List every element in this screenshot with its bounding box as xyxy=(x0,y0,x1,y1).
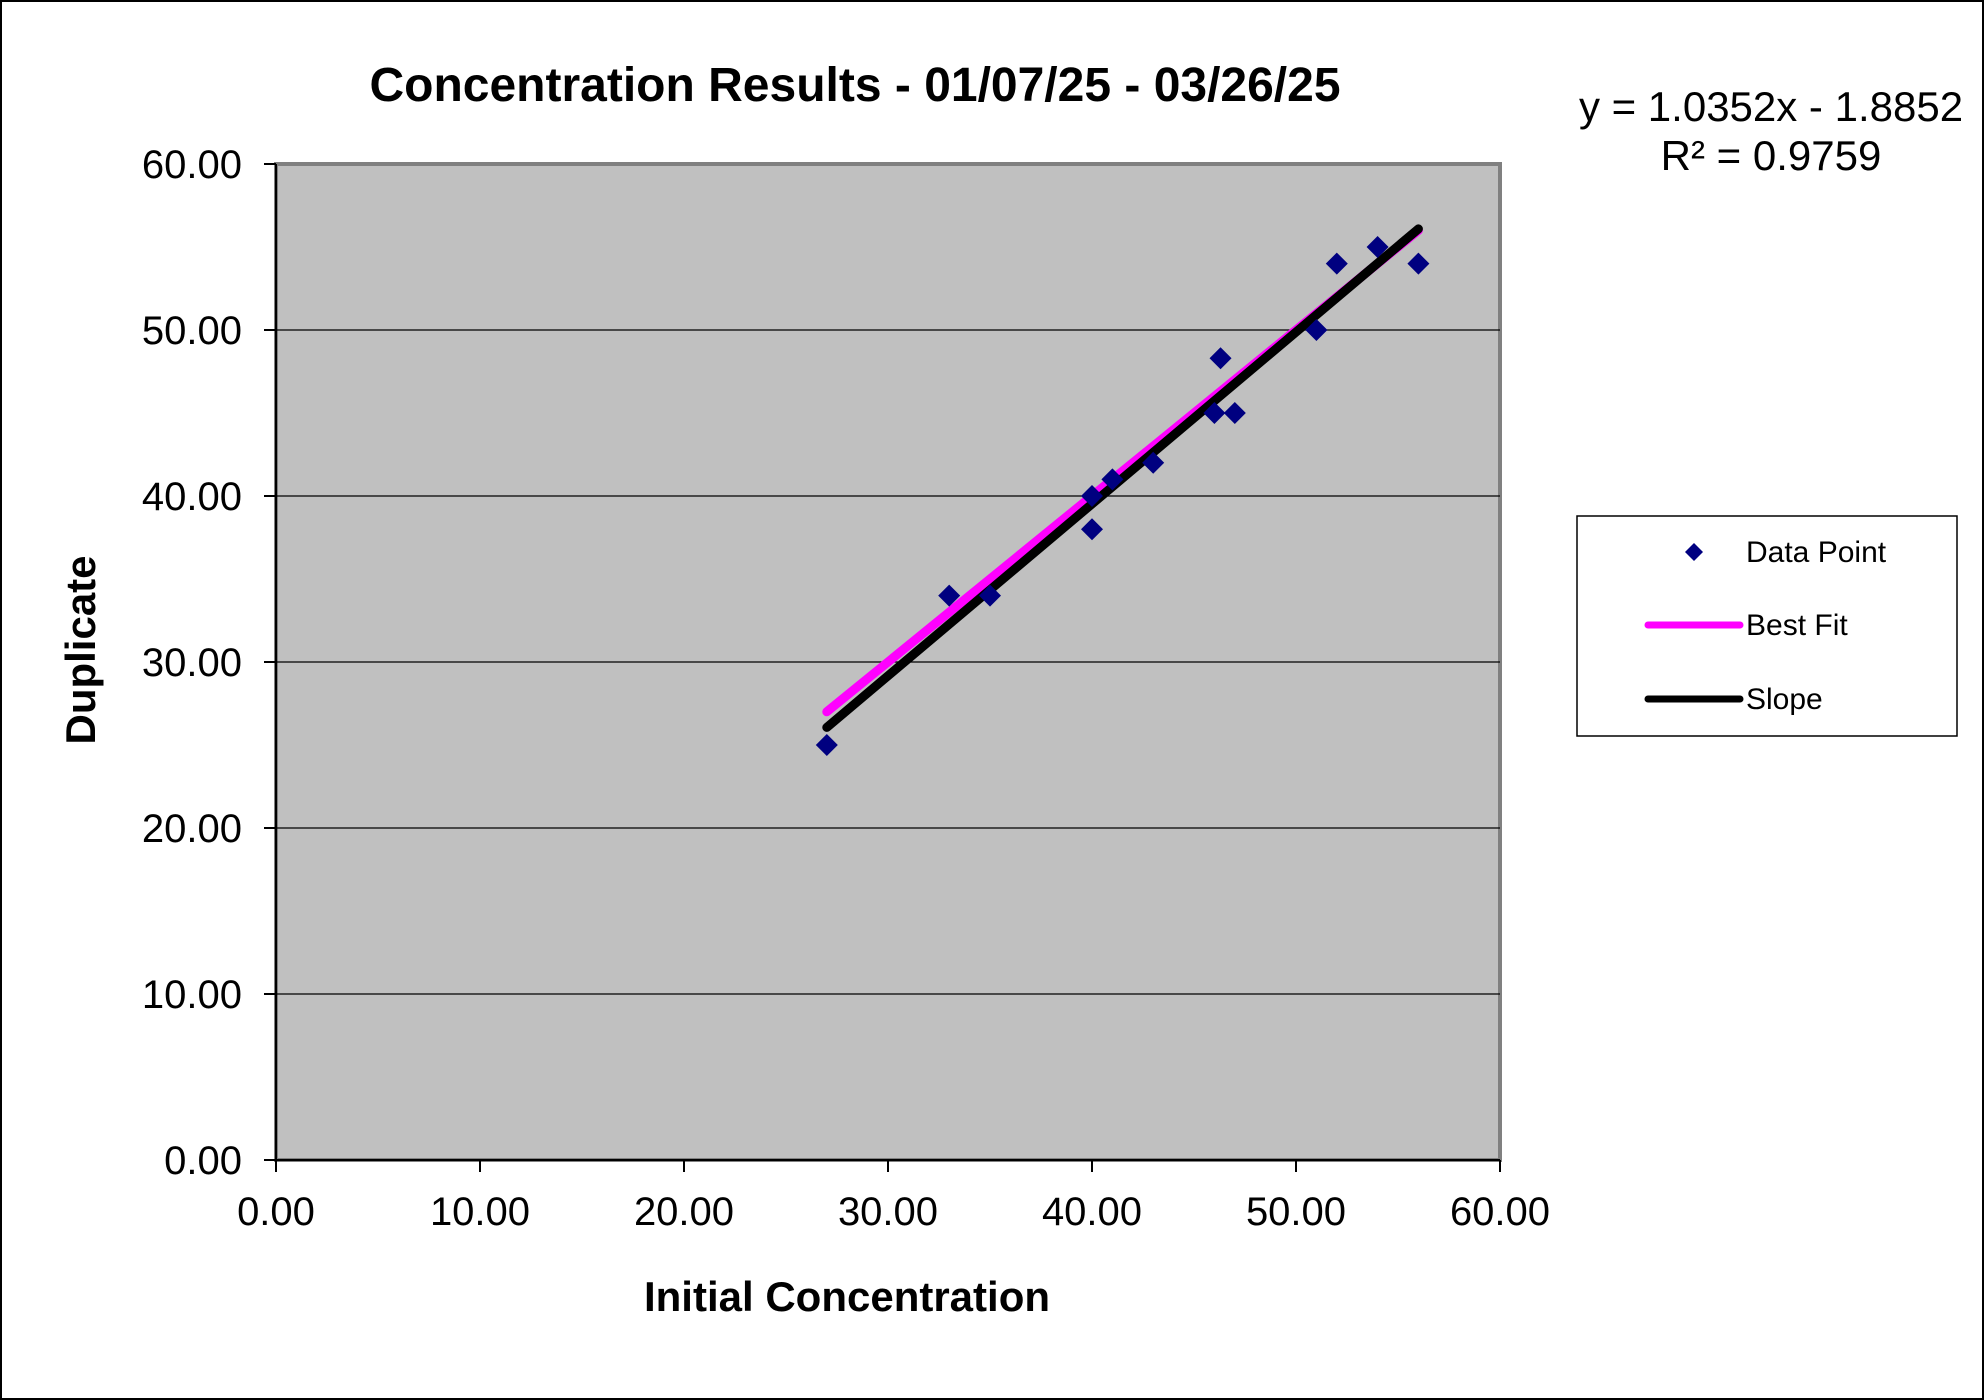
legend-box xyxy=(1576,515,1958,737)
data-point xyxy=(1209,347,1232,370)
legend-item-slope: Slope xyxy=(1644,683,1823,716)
y-tick-label: 0.00 xyxy=(164,1139,242,1183)
x-tick-label: 30.00 xyxy=(838,1190,938,1234)
data-point xyxy=(1325,252,1348,275)
x-axis-title: Initial Concentration xyxy=(644,1273,1050,1320)
chart-title: Concentration Results - 01/07/25 - 03/26… xyxy=(369,59,1340,112)
data-point xyxy=(1305,319,1328,341)
y-tick-label: 10.00 xyxy=(142,973,242,1017)
legend-marker-diamond xyxy=(1685,543,1703,561)
legend-label-data-point: Data Point xyxy=(1746,536,1887,569)
legend-item-data-point: Data Point xyxy=(1685,536,1887,569)
x-tick-label: 10.00 xyxy=(430,1190,530,1234)
x-tick-label: 40.00 xyxy=(1042,1190,1142,1234)
data-point xyxy=(938,584,961,607)
data-point xyxy=(1223,402,1246,424)
r-squared: R² = 0.9759 xyxy=(1661,132,1882,179)
legend-label-slope: Slope xyxy=(1746,683,1823,716)
trend-lines xyxy=(822,224,1423,732)
data-point xyxy=(1203,402,1226,424)
data-point xyxy=(1142,451,1165,474)
data-point xyxy=(1081,485,1103,507)
data-point xyxy=(1101,468,1124,491)
data-point xyxy=(1407,252,1430,275)
trendline-equation: y = 1.0352x - 1.8852 xyxy=(1579,83,1963,130)
x-axis-ticks: 0.00 10.00 20.00 30.00 40.00 50.00 60.00 xyxy=(237,1160,1550,1234)
legend-label-best-fit: Best Fit xyxy=(1746,609,1848,642)
data-point xyxy=(979,584,1001,607)
x-tick-label: 0.00 xyxy=(237,1190,315,1234)
data-point xyxy=(815,734,838,756)
x-tick-label: 20.00 xyxy=(634,1190,734,1234)
legend-item-best-fit: Best Fit xyxy=(1644,609,1848,642)
y-tick-label: 60.00 xyxy=(142,143,242,187)
y-tick-label: 20.00 xyxy=(142,807,242,851)
x-tick-label: 50.00 xyxy=(1246,1190,1346,1234)
y-tick-label: 50.00 xyxy=(142,309,242,353)
data-point xyxy=(1366,236,1389,258)
y-axis-ticks: 0.00 10.00 20.00 30.00 40.00 50.00 60.00 xyxy=(142,143,276,1183)
y-axis-title: Duplicate xyxy=(57,555,104,744)
series-line-slope xyxy=(822,224,1423,732)
x-tick-label: 60.00 xyxy=(1450,1190,1550,1234)
data-point xyxy=(1081,518,1103,541)
legend: Data Point Best Fit Slope xyxy=(1576,515,1958,737)
data-points xyxy=(815,236,1430,756)
y-tick-label: 40.00 xyxy=(142,475,242,519)
y-tick-label: 30.00 xyxy=(142,641,242,685)
